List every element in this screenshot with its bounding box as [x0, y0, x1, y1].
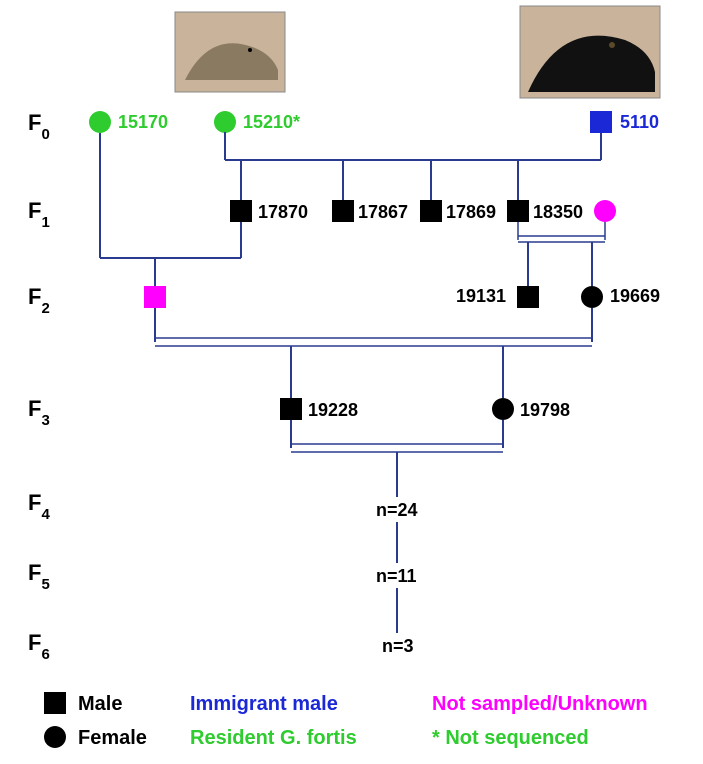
node-f3-19798 [492, 398, 514, 420]
legend-immigrant: Immigrant male [190, 693, 338, 715]
node-f1-18350 [507, 200, 529, 222]
count-f6: n=3 [382, 636, 414, 656]
node-f0-15170 [89, 111, 111, 133]
node-f2-19131 [517, 286, 539, 308]
legend-notseq: * Not sequenced [432, 727, 589, 749]
gen-label-f4: F4 [28, 490, 50, 523]
id-f0-15210: 15210* [243, 112, 300, 132]
gen-label-f5: F5 [28, 560, 50, 593]
legend-female: Female [78, 727, 147, 749]
id-f0-5110: 5110 [620, 112, 659, 132]
id-f0-15170: 15170 [118, 112, 168, 132]
gen-label-f6: F6 [28, 630, 50, 663]
legend-female-icon [44, 726, 66, 748]
count-f4: n=24 [376, 500, 418, 520]
node-f2-19669 [581, 286, 603, 308]
gen-label-f2: F2 [28, 284, 50, 317]
gen-label-f1: F1 [28, 198, 50, 231]
node-f0-5110 [590, 111, 612, 133]
id-f2-19669: 19669 [610, 286, 660, 306]
id-f1-18350: 18350 [533, 202, 583, 222]
legend-unknown: Not sampled/Unknown [432, 693, 648, 715]
legend-male: Male [78, 693, 122, 715]
id-f3-19798: 19798 [520, 400, 570, 420]
node-f0-15210 [214, 111, 236, 133]
node-f2-unknown-male [144, 286, 166, 308]
id-f1-17870: 17870 [258, 202, 308, 222]
node-f1-unknown-female [594, 200, 616, 222]
gen-label-f0: F0 [28, 110, 50, 143]
legend-resident: Resident G. fortis [190, 727, 357, 749]
id-f3-19228: 19228 [308, 400, 358, 420]
node-f1-17869 [420, 200, 442, 222]
node-f1-17867 [332, 200, 354, 222]
gen-label-f3: F3 [28, 396, 50, 429]
node-f3-19228 [280, 398, 302, 420]
id-f2-19131: 19131 [456, 286, 506, 306]
bird-photo-left [175, 12, 285, 92]
pedigree-diagram: F0 F1 F2 F3 F4 F5 F6 15170 15210* 5110 1… [0, 0, 703, 764]
node-f1-17870 [230, 200, 252, 222]
legend-male-icon [44, 692, 66, 714]
id-f1-17867: 17867 [358, 202, 408, 222]
count-f5: n=11 [376, 566, 417, 586]
id-f1-17869: 17869 [446, 202, 496, 222]
bird-photo-right [520, 6, 660, 98]
